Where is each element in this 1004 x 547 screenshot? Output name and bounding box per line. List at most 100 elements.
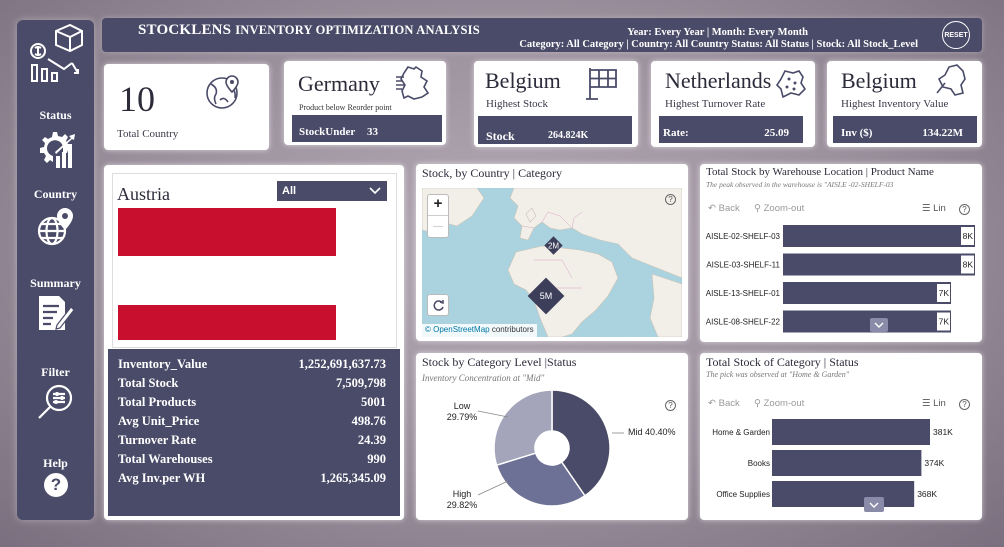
bar-value-bg bbox=[937, 312, 950, 331]
question-icon[interactable]: ? bbox=[44, 473, 68, 497]
stat-row: Turnover Rate 24.39 bbox=[118, 433, 386, 447]
pie-label: 29.82% bbox=[447, 500, 478, 510]
scroll-down-button[interactable] bbox=[864, 497, 884, 512]
pie-help-icon[interactable]: ? bbox=[665, 400, 676, 411]
bar[interactable] bbox=[772, 419, 930, 445]
kpi-inventory-value-bar: Inv ($) 134.22M bbox=[833, 116, 977, 143]
kpi-inventory-value-label: Highest Inventory Value bbox=[841, 98, 949, 110]
warehouse-stock-panel: Total Stock by Warehouse Location | Prod… bbox=[700, 164, 982, 342]
map-marker-2m[interactable]: 2M bbox=[544, 236, 563, 255]
back-button[interactable]: ↶ Back bbox=[708, 398, 740, 409]
kpi-highest-stock: Belgium Highest Stock Stock 264.824K bbox=[474, 61, 638, 147]
map-help-icon[interactable]: ? bbox=[665, 194, 676, 205]
svg-text:2M: 2M bbox=[548, 242, 559, 251]
globe-pin-icon[interactable] bbox=[35, 206, 77, 248]
lin-scale-button[interactable]: ☰ Lin bbox=[922, 398, 946, 409]
country-dropdown-value: All bbox=[282, 185, 297, 197]
category-help-icon[interactable]: ? bbox=[959, 399, 970, 410]
map-zoom-control: + — bbox=[427, 194, 449, 238]
chevron-down-icon bbox=[869, 502, 879, 508]
zoom-out-chart-button[interactable]: ⚲ Zoom-out bbox=[754, 203, 805, 214]
bar-value-label: 7K bbox=[939, 288, 950, 298]
bar-category-label: Home & Garden bbox=[712, 428, 770, 437]
bar-category-label: Office Supplies bbox=[716, 490, 770, 499]
kpi-reorder-bar-key: StockUnder bbox=[299, 126, 356, 138]
kpi-reorder-bar-value: 33 bbox=[367, 126, 378, 138]
zoom-in-button[interactable]: + bbox=[428, 195, 448, 216]
bar[interactable] bbox=[783, 225, 975, 247]
kpi-highest-stock-bar-value: 264.824K bbox=[548, 130, 589, 141]
back-button[interactable]: ↶ Back bbox=[708, 203, 740, 214]
bar-category-label: Books bbox=[748, 459, 770, 468]
stat-row: Inventory_Value 1,252,691,637.73 bbox=[118, 357, 386, 371]
document-pen-icon[interactable] bbox=[35, 293, 75, 333]
flag-stripe-bottom bbox=[118, 305, 336, 340]
country-dropdown[interactable]: All bbox=[277, 181, 387, 201]
sidebar-item-help-label[interactable]: Help bbox=[43, 456, 68, 470]
kpi-total-country-label: Total Country bbox=[117, 128, 179, 140]
kpi-turnover-bar-key: Rate: bbox=[663, 127, 689, 139]
stat-row: Total Warehouses 990 bbox=[118, 452, 386, 466]
filter-summary-line2: Category: All Category | Country: All Co… bbox=[519, 39, 918, 50]
sidebar-item-status-label[interactable]: Status bbox=[39, 108, 72, 122]
kpi-reorder-country-name: Germany bbox=[298, 71, 380, 96]
warehouse-toolbar: ↶ Back ⚲ Zoom-out ☰ Lin ? bbox=[708, 203, 978, 217]
osm-link[interactable]: © OpenStreetMap bbox=[425, 325, 490, 334]
stat-row: Avg Inv.per WH 1,265,345.09 bbox=[118, 471, 386, 485]
warehouse-help-icon[interactable]: ? bbox=[959, 204, 970, 215]
map-reset-view-button[interactable] bbox=[427, 294, 449, 316]
page-title-rest: INVENTORY OPTIMIZATION ANALYSIS bbox=[235, 23, 480, 37]
bar[interactable] bbox=[783, 282, 951, 304]
kpi-reorder-label: Product below Reorder point bbox=[299, 103, 392, 112]
filter-summary-line1: Year: Every Year | Month: Every Month bbox=[627, 27, 808, 38]
attribution-rest: contributors bbox=[491, 325, 534, 334]
category-toolbar: ↶ Back ⚲ Zoom-out ☰ Lin ? bbox=[708, 398, 978, 412]
zoom-out-button[interactable]: — bbox=[433, 221, 443, 232]
reset-button[interactable]: RESET bbox=[942, 21, 970, 49]
kpi-highest-stock-bar-key: Stock bbox=[486, 129, 515, 143]
stock-level-pie-panel: Stock by Category Level |Status Inventor… bbox=[416, 353, 688, 520]
kpi-highest-stock-bar: Stock 264.824K bbox=[478, 116, 632, 144]
sidebar-item-filter-label[interactable]: Filter bbox=[41, 365, 70, 379]
pie-panel-title: Stock by Category Level |Status bbox=[422, 355, 577, 369]
kpi-total-country: 10 Total Country bbox=[104, 64, 269, 150]
lin-scale-button[interactable]: ☰ Lin bbox=[922, 203, 946, 214]
bar-category-label: AISLE-08-SHELF-22 bbox=[706, 318, 781, 327]
pie-slice-high[interactable] bbox=[495, 452, 586, 507]
category-stock-panel: Total Stock of Category | Status The pic… bbox=[700, 353, 982, 520]
sidebar-item-summary-label[interactable]: Summary bbox=[30, 276, 81, 290]
pie-leader-line bbox=[477, 410, 509, 418]
pie-slice-low[interactable] bbox=[493, 389, 553, 467]
status-gear-chart-icon[interactable] bbox=[35, 128, 77, 170]
world-map[interactable]: 2M 5M bbox=[422, 188, 682, 337]
sidebar-item-country-label[interactable]: Country bbox=[33, 187, 78, 201]
netherlands-map-icon bbox=[775, 70, 807, 99]
pie-slice-mid[interactable] bbox=[551, 389, 611, 497]
pie-label: Mid 40.40% bbox=[628, 427, 676, 437]
pie-leader-line bbox=[477, 480, 509, 496]
map-attribution: © OpenStreetMap contributors bbox=[422, 324, 537, 337]
category-panel-title: Total Stock of Category | Status bbox=[706, 355, 859, 369]
kpi-turnover-bar: Rate: 25.09 bbox=[659, 116, 803, 143]
kpi-turnover: Netherlands Highest Turnover Rate Rate: … bbox=[651, 61, 815, 147]
bar-value-bg bbox=[961, 227, 974, 245]
bar[interactable] bbox=[783, 253, 975, 276]
bar[interactable] bbox=[772, 450, 922, 476]
sidebar: Status Country Summary Filter bbox=[17, 20, 94, 520]
bar-value-bg bbox=[937, 284, 950, 302]
page-title-brand: STOCKLENS bbox=[138, 22, 232, 38]
zoom-out-chart-button[interactable]: ⚲ Zoom-out bbox=[754, 398, 805, 409]
chevron-down-icon bbox=[874, 322, 884, 328]
bar[interactable] bbox=[772, 481, 915, 507]
bar[interactable] bbox=[783, 310, 951, 333]
pie-label: 29.79% bbox=[447, 412, 478, 422]
magnifier-filter-icon[interactable] bbox=[35, 382, 75, 422]
scroll-down-button[interactable] bbox=[870, 318, 888, 332]
country-stats: Inventory_Value 1,252,691,637.73 Total St… bbox=[108, 349, 400, 516]
country-name: Austria bbox=[117, 184, 170, 204]
pie-panel-subtitle: Inventory Concentration at "Mid" bbox=[422, 373, 545, 383]
kpi-highest-stock-label: Highest Stock bbox=[486, 98, 549, 110]
map-marker-5m[interactable]: 5M bbox=[527, 277, 565, 315]
bar-category-label: AISLE-02-SHELF-03 bbox=[706, 232, 781, 241]
